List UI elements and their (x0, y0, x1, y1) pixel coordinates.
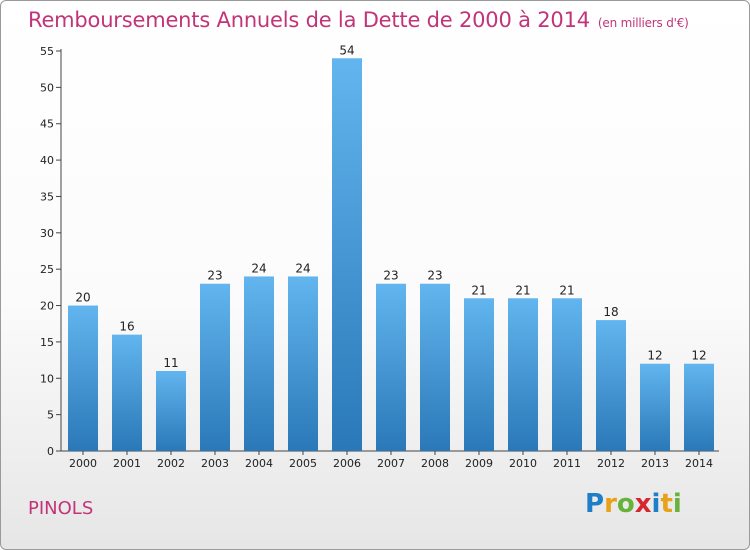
logo-letter: r (604, 489, 617, 519)
bar-value-label: 23 (207, 269, 222, 283)
bar (552, 298, 582, 451)
bar (200, 283, 230, 451)
y-tick-label: 0 (47, 445, 54, 458)
bar-value-label: 16 (119, 320, 134, 334)
y-tick-label: 5 (47, 409, 54, 422)
chart-title: Remboursements Annuels de la Dette de 20… (28, 8, 689, 32)
bar-value-label: 24 (251, 261, 266, 275)
bar-value-label: 20 (75, 291, 90, 305)
y-tick-label: 40 (40, 154, 54, 167)
unit-label: (en milliers d'€) (597, 16, 689, 30)
x-tick-label: 2008 (421, 457, 449, 470)
x-tick-label: 2011 (553, 457, 581, 470)
bar (684, 363, 714, 451)
bar-value-label: 24 (295, 261, 310, 275)
y-tick-label: 10 (40, 372, 54, 385)
logo-letter: x (634, 489, 652, 519)
bar-value-label: 12 (647, 349, 662, 363)
bar-value-label: 21 (559, 283, 574, 297)
x-tick-label: 2009 (465, 457, 493, 470)
x-tick-label: 2006 (333, 457, 361, 470)
x-tick-label: 2002 (157, 457, 185, 470)
bar-value-label: 23 (383, 269, 398, 283)
y-tick-label: 15 (40, 336, 54, 349)
y-tick-label: 50 (40, 81, 54, 94)
logo-letter: t (660, 489, 673, 519)
x-tick-label: 2013 (641, 457, 669, 470)
bar (68, 305, 98, 451)
bar-value-label: 11 (163, 356, 178, 370)
y-tick-label: 30 (40, 227, 54, 240)
y-tick-label: 25 (40, 263, 54, 276)
x-tick-label: 2010 (509, 457, 537, 470)
bar-value-label: 21 (471, 283, 486, 297)
bar (244, 276, 274, 451)
x-tick-label: 2012 (597, 457, 625, 470)
bar (288, 276, 318, 451)
x-tick-label: 2005 (289, 457, 317, 470)
bar (332, 58, 362, 451)
y-tick-label: 55 (40, 45, 54, 58)
y-tick-label: 35 (40, 190, 54, 203)
proxiti-logo: Proxiti (585, 489, 682, 519)
bar (640, 363, 670, 451)
logo-letter: o (616, 489, 635, 519)
bar-value-label: 12 (691, 349, 706, 363)
x-tick-label: 2000 (69, 457, 97, 470)
bar-value-label: 21 (515, 283, 530, 297)
logo-letter: P (585, 489, 605, 519)
bar (420, 283, 450, 451)
logo-letter: i (672, 489, 682, 519)
commune-name: PINOLS (28, 498, 94, 519)
chart-title-text: Remboursements Annuels de la Dette de 20… (28, 8, 590, 32)
bar (596, 320, 626, 451)
x-tick-label: 2014 (685, 457, 713, 470)
bar-value-label: 23 (427, 269, 442, 283)
bar (156, 371, 186, 451)
bar (112, 334, 142, 451)
y-tick-label: 45 (40, 118, 54, 131)
x-tick-label: 2001 (113, 457, 141, 470)
x-tick-label: 2004 (245, 457, 273, 470)
x-tick-label: 2007 (377, 457, 405, 470)
logo-letter: i (651, 489, 661, 519)
bar-value-label: 54 (339, 43, 354, 57)
bar (376, 283, 406, 451)
y-tick-label: 20 (40, 300, 54, 313)
x-tick-label: 2003 (201, 457, 229, 470)
bar (508, 298, 538, 451)
bar (464, 298, 494, 451)
bar-value-label: 18 (603, 305, 618, 319)
